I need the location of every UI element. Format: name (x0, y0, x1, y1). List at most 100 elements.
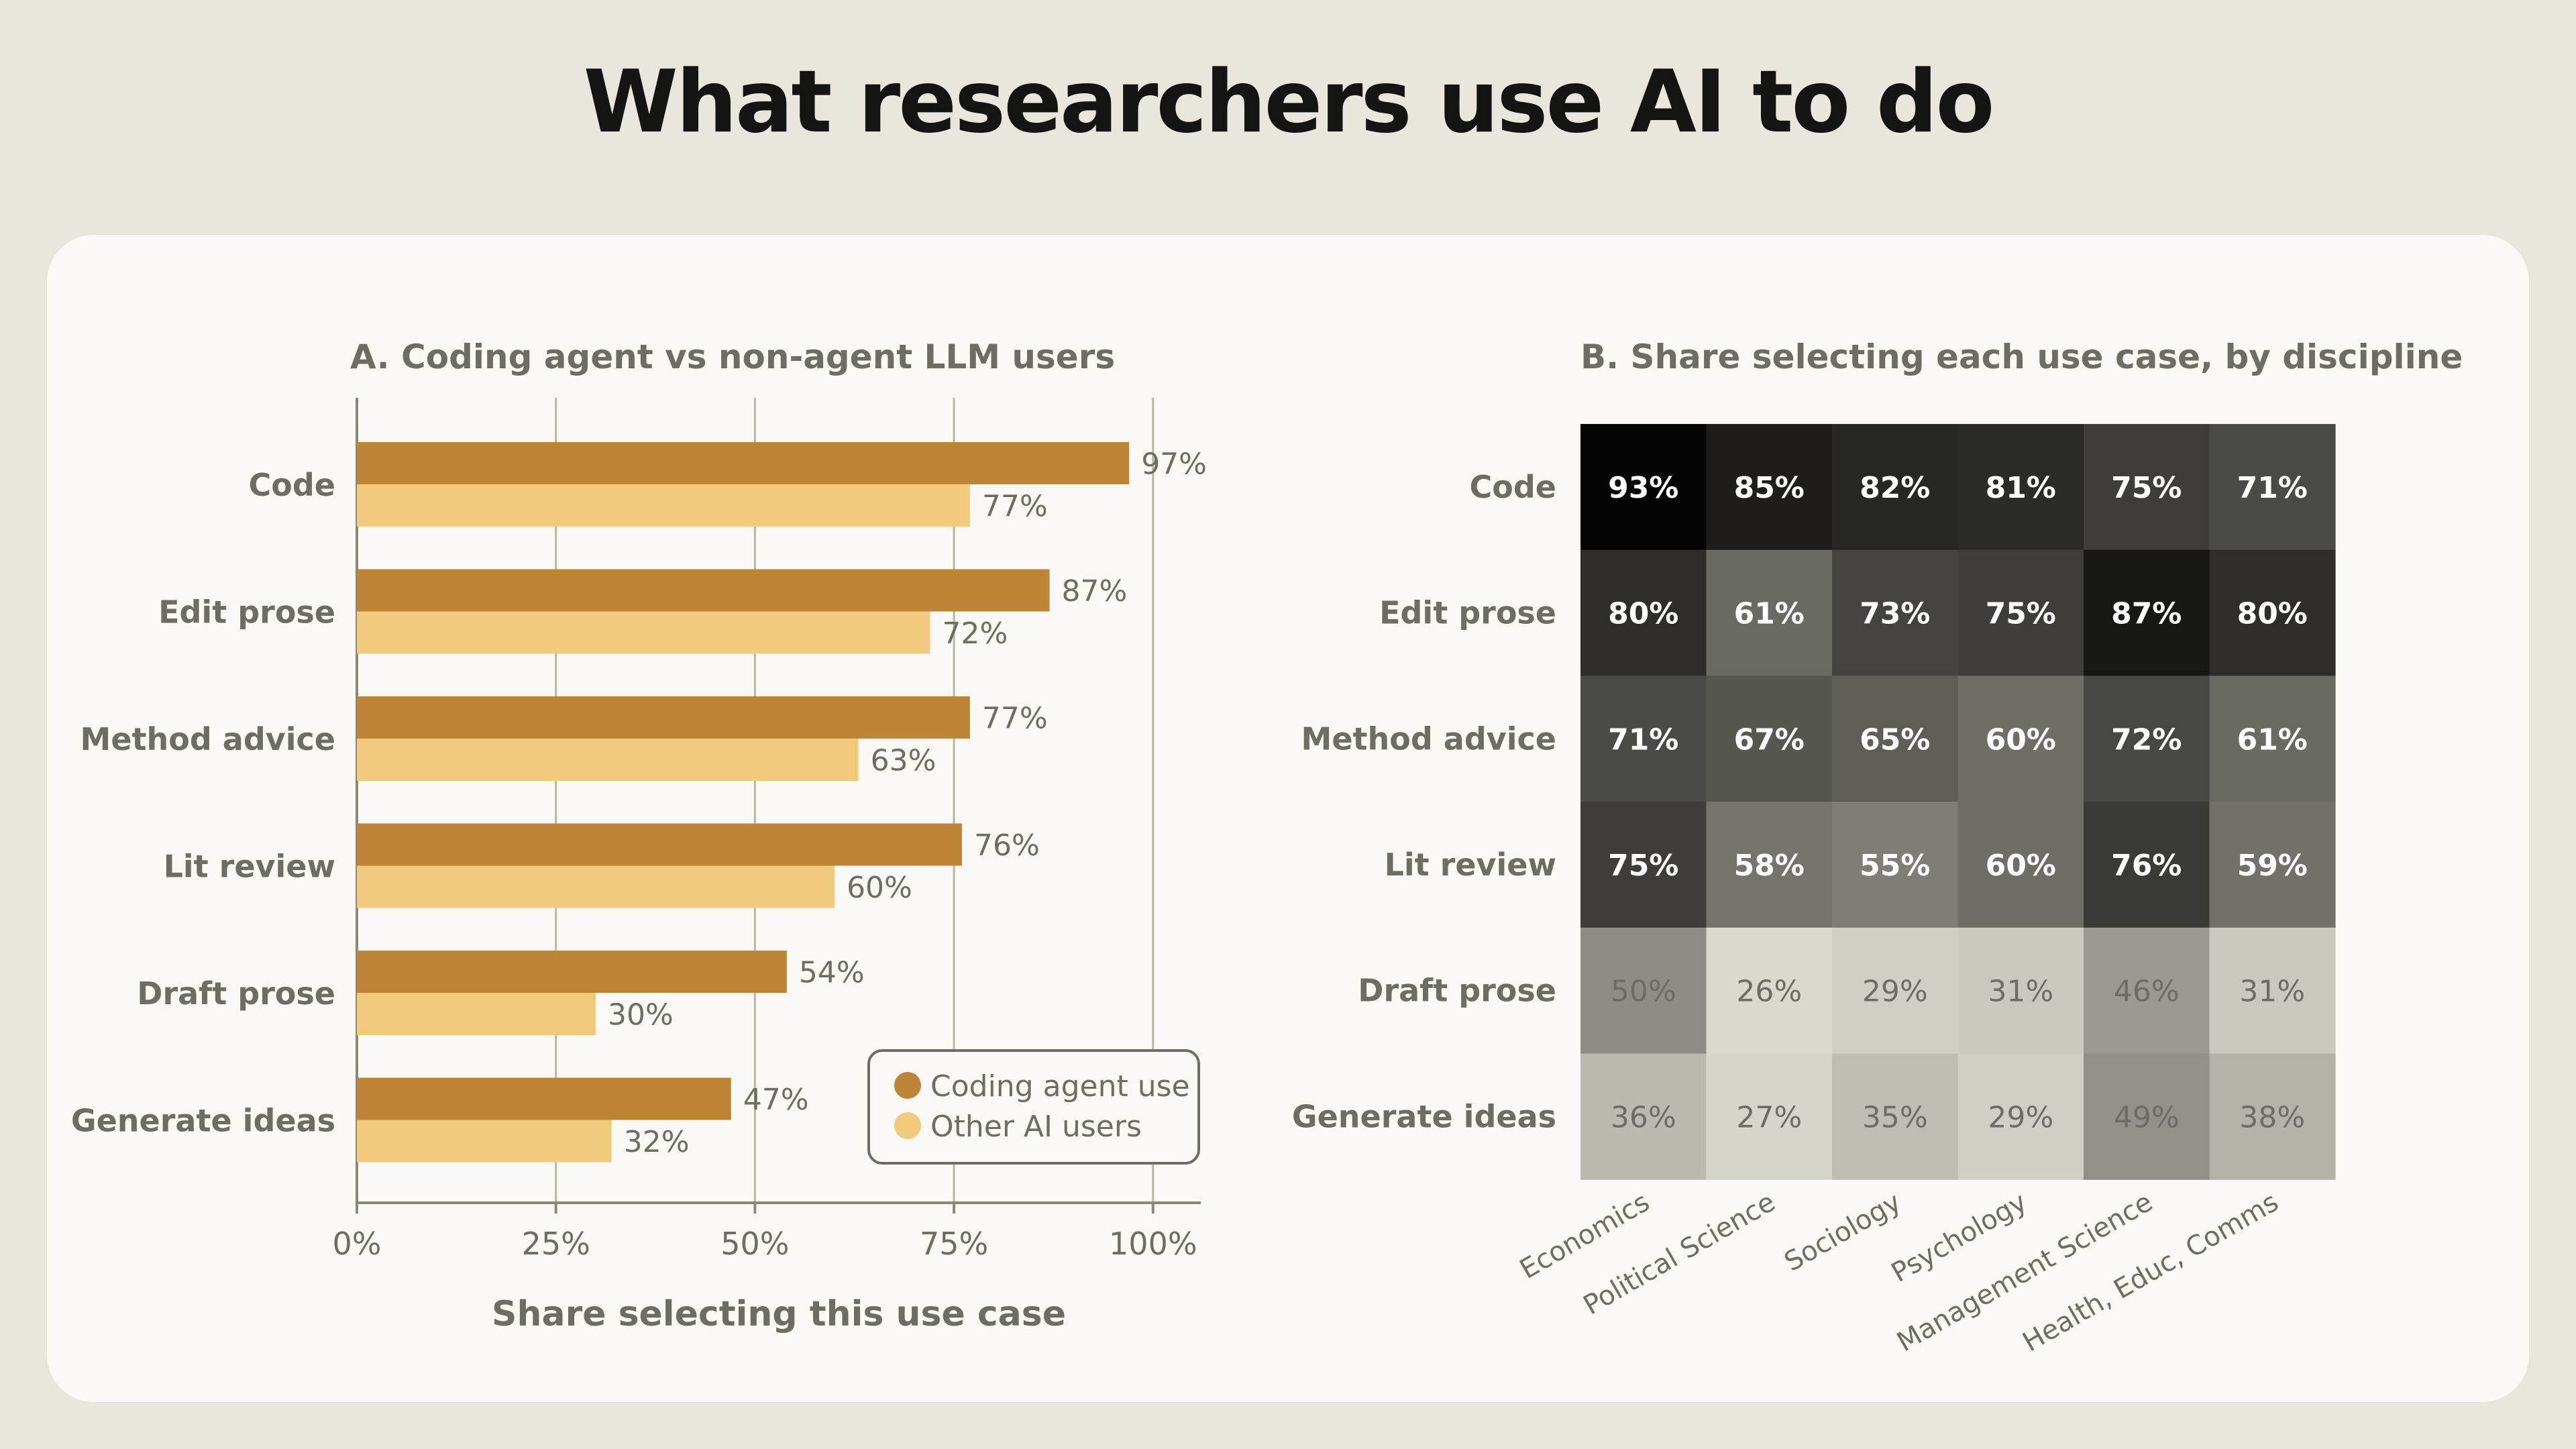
heatmap-cell-label: 59% (2237, 849, 2308, 883)
heatmap-cell-label: 67% (1734, 722, 1805, 757)
heatmap-cell-label: 82% (1860, 471, 1930, 505)
x-tick-label: 100% (1109, 1226, 1197, 1262)
heatmap-row-label: Code (1470, 469, 1557, 505)
heatmap-row-label: Lit review (1385, 847, 1556, 883)
heatmap-cell (1580, 1053, 1707, 1180)
other-ai-bar (357, 484, 970, 527)
heatmap-cell-label: 31% (1988, 975, 2053, 1009)
bar-value-label: 77% (982, 702, 1048, 736)
heatmap-row-label: Draft prose (1358, 973, 1556, 1009)
x-tick-label: 50% (720, 1226, 789, 1262)
heatmap-cell-label: 61% (2237, 722, 2308, 757)
legend-label: Other AI users (930, 1110, 1142, 1144)
heatmap-cell-label: 81% (1986, 471, 2056, 505)
heatmap-cell (1580, 802, 1707, 928)
bar-chart-title: A. Coding agent vs non-agent LLM users (350, 337, 1115, 376)
heatmap-cell (1957, 1053, 2084, 1180)
bar-value-label: 87% (1062, 574, 1128, 608)
other-ai-bar (357, 1120, 612, 1163)
heatmap-cell (1832, 802, 1959, 928)
legend-label: Coding agent use (930, 1069, 1190, 1104)
heatmap-cell (1957, 676, 2084, 802)
heatmap-cell (1957, 424, 2084, 551)
heatmap-cell (2084, 424, 2210, 551)
heatmap-cell-label: 29% (1988, 1100, 2053, 1134)
heatmap-cell-label: 75% (2111, 471, 2182, 505)
heatmap-cell-label: 71% (2237, 471, 2308, 505)
heatmap-cell-label: 75% (1986, 597, 2056, 631)
heatmap-cell-label: 35% (1862, 1100, 1928, 1134)
heatmap-cell (2084, 927, 2210, 1055)
page-title: What researchers use AI to do (583, 52, 1995, 152)
heatmap-cell-label: 26% (1736, 975, 1802, 1009)
bar-value-label: 47% (743, 1083, 809, 1117)
heatmap-cell (2084, 676, 2210, 802)
other-ai-bar (357, 739, 859, 781)
bar-value-label: 97% (1141, 447, 1207, 482)
heatmap-cell (1832, 424, 1959, 551)
legend-marker-other-ai (894, 1112, 921, 1139)
bar-value-label: 32% (624, 1125, 690, 1159)
heatmap-panel: B. Share selecting each use case, by dis… (1292, 337, 2463, 1358)
heatmap-cell (1706, 676, 1833, 802)
coding-agent-bar (357, 1077, 731, 1120)
heatmap-cell (1706, 927, 1833, 1055)
heatmap-cell-label: 76% (2111, 849, 2182, 883)
heatmap-cell-label: 73% (1860, 597, 1930, 631)
heatmap-cell-label: 75% (1608, 849, 1678, 883)
bar-chart-panel: A. Coding agent vs non-agent LLM users 0%… (71, 337, 1207, 1334)
heatmap-cell-label: 29% (1862, 975, 1928, 1009)
heatmap-row-label: Method advice (1301, 720, 1556, 757)
category-label: Draft prose (137, 975, 335, 1012)
heatmap-cell (1832, 927, 1959, 1055)
heatmap-cell-label: 58% (1734, 849, 1805, 883)
heatmap-cell (1706, 1053, 1833, 1180)
heatmap-cell-label: 38% (2239, 1100, 2305, 1134)
heatmap-row-label: Generate ideas (1292, 1098, 1556, 1134)
heatmap-cell-label: 93% (1608, 471, 1678, 505)
heatmap-cell (1706, 549, 1833, 676)
category-label: Method advice (80, 721, 335, 757)
coding-agent-bar (357, 951, 787, 993)
heatmap-cell-label: 49% (2114, 1100, 2180, 1134)
bar-value-label: 30% (608, 998, 674, 1032)
heatmap-cell (2084, 1053, 2210, 1180)
heatmap-cell (1706, 424, 1833, 551)
heatmap-cell-label: 71% (1608, 722, 1678, 757)
heatmap-cell-label: 60% (1986, 849, 2056, 883)
heatmap-title: B. Share selecting each use case, by dis… (1580, 337, 2463, 376)
heatmap-cell (2209, 927, 2336, 1055)
heatmap-cell (1957, 802, 2084, 928)
heatmap-cell (2209, 1053, 2336, 1180)
heatmap-cell (1957, 927, 2084, 1055)
bar-value-label: 60% (847, 871, 912, 905)
other-ai-bar (357, 611, 930, 654)
bar-value-label: 63% (871, 744, 936, 778)
heatmap-cell-label: 31% (2239, 975, 2305, 1009)
bar-value-label: 76% (974, 828, 1040, 863)
category-label: Generate ideas (71, 1103, 335, 1139)
bar-value-label: 77% (982, 490, 1048, 524)
category-label: Lit review (164, 849, 335, 885)
heatmap-cell (2209, 424, 2336, 551)
heatmap-cell-label: 85% (1734, 471, 1805, 505)
legend-box (867, 1049, 1200, 1165)
heatmap-cell-label: 27% (1736, 1100, 1802, 1134)
coding-agent-bar (357, 569, 1050, 612)
heatmap-cell-label: 61% (1734, 597, 1805, 631)
legend-marker-coding-agent (894, 1072, 921, 1099)
coding-agent-bar (357, 823, 962, 866)
bar-value-label: 54% (799, 956, 865, 990)
heatmap-cell (1832, 1053, 1959, 1180)
heatmap-cell-label: 65% (1860, 722, 1930, 757)
heatmap-cell-label: 55% (1860, 849, 1930, 883)
x-tick-label: 25% (522, 1226, 590, 1262)
heatmap-cell (1832, 549, 1959, 676)
heatmap-cell-label: 80% (1608, 597, 1678, 631)
coding-agent-bar (357, 696, 970, 739)
heatmap-cell-label: 60% (1986, 722, 2056, 757)
category-label: Code (249, 467, 336, 503)
coding-agent-bar (357, 442, 1130, 484)
heatmap-cell (1580, 424, 1707, 551)
